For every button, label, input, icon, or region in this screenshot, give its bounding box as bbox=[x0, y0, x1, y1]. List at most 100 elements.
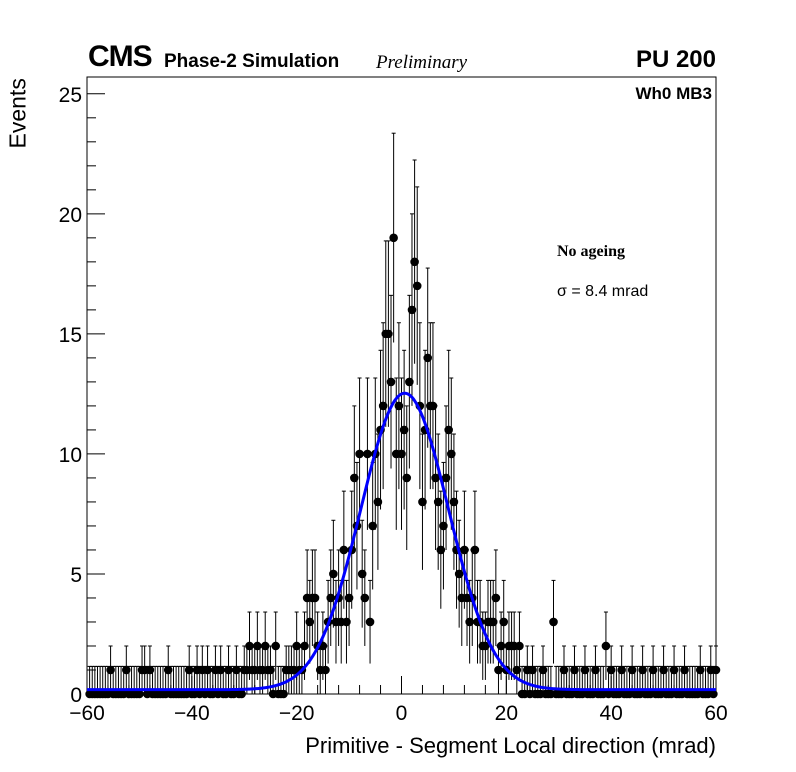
data-point bbox=[711, 665, 721, 675]
preliminary-label: Preliminary bbox=[376, 52, 468, 73]
data-point bbox=[184, 665, 194, 675]
data-point bbox=[433, 497, 443, 507]
x-tick-label: 20 bbox=[495, 702, 518, 725]
data-point bbox=[638, 665, 647, 675]
data-point bbox=[669, 665, 679, 675]
data-point bbox=[321, 665, 330, 675]
data-point bbox=[384, 329, 393, 339]
data-point bbox=[163, 665, 173, 675]
data-point bbox=[373, 497, 383, 507]
data-point bbox=[271, 641, 281, 651]
data-point bbox=[397, 449, 406, 459]
data-point bbox=[418, 497, 427, 507]
x-tick-label: 40 bbox=[599, 702, 622, 725]
data-point bbox=[203, 665, 212, 675]
data-point bbox=[216, 665, 225, 675]
data-point bbox=[260, 641, 270, 651]
data-point bbox=[528, 665, 537, 675]
data-point bbox=[491, 593, 501, 603]
data-point bbox=[423, 353, 433, 363]
data-points bbox=[85, 233, 721, 699]
data-point bbox=[412, 281, 422, 291]
y-tick-label: 25 bbox=[59, 84, 82, 107]
data-point bbox=[405, 377, 414, 387]
data-point bbox=[365, 617, 375, 627]
simulation-label: Phase-2 Simulation bbox=[164, 51, 340, 72]
data-point bbox=[570, 665, 579, 675]
data-point bbox=[499, 617, 509, 627]
data-point bbox=[515, 641, 524, 651]
data-point bbox=[695, 665, 705, 675]
data-point bbox=[253, 641, 262, 651]
y-tick-label: 10 bbox=[59, 444, 82, 467]
data-point bbox=[410, 257, 419, 267]
data-point bbox=[601, 641, 611, 651]
data-point bbox=[488, 617, 498, 627]
data-point bbox=[329, 569, 338, 579]
x-tick-label: −60 bbox=[69, 702, 105, 725]
data-point bbox=[232, 665, 241, 675]
data-point bbox=[444, 425, 453, 435]
x-tick-label: −20 bbox=[279, 702, 315, 725]
data-point bbox=[428, 401, 438, 411]
fit-curve bbox=[87, 391, 716, 692]
data-point bbox=[145, 665, 155, 675]
data-point bbox=[363, 449, 372, 459]
data-point bbox=[436, 545, 446, 555]
x-axis-label: Primitive - Segment Local direction (mra… bbox=[305, 733, 716, 758]
y-tick-label: 5 bbox=[70, 564, 82, 587]
data-point bbox=[355, 449, 364, 459]
data-point bbox=[135, 689, 144, 699]
y-tick-labels: 0 5 10 15 20 25 bbox=[59, 84, 82, 707]
data-point bbox=[580, 665, 590, 675]
x-tick-labels: −60 −40 −20 0 20 40 60 bbox=[69, 702, 727, 725]
data-point bbox=[245, 641, 254, 651]
data-point bbox=[538, 665, 548, 675]
data-point bbox=[446, 449, 456, 459]
data-point bbox=[709, 689, 718, 699]
y-tick-label: 20 bbox=[59, 204, 82, 227]
data-point bbox=[512, 665, 522, 675]
data-point bbox=[122, 665, 131, 675]
data-point bbox=[300, 641, 309, 651]
data-point bbox=[617, 665, 626, 675]
resolution-annotation: σ = 8.4 mrad bbox=[557, 283, 648, 301]
data-point bbox=[496, 641, 506, 651]
data-point bbox=[342, 617, 351, 627]
data-point bbox=[310, 593, 320, 603]
data-point bbox=[399, 425, 409, 435]
data-point bbox=[481, 641, 490, 651]
y-axis-label: Events bbox=[4, 78, 31, 149]
resolution-value: = 8.4 mrad bbox=[566, 283, 649, 300]
data-point bbox=[305, 617, 315, 627]
data-point bbox=[389, 233, 398, 243]
data-point bbox=[386, 377, 396, 387]
data-point bbox=[357, 569, 367, 579]
data-point bbox=[279, 689, 288, 699]
error-bars bbox=[87, 132, 718, 694]
sigma-symbol: σ bbox=[557, 283, 567, 300]
data-point bbox=[407, 305, 417, 315]
data-point bbox=[606, 665, 616, 675]
data-point bbox=[549, 617, 558, 627]
data-point bbox=[402, 473, 412, 483]
y-tick-label: 0 bbox=[70, 684, 82, 707]
data-point bbox=[559, 665, 569, 675]
data-point bbox=[591, 665, 600, 675]
data-point bbox=[454, 569, 464, 579]
data-point bbox=[378, 401, 388, 411]
data-point bbox=[648, 665, 658, 675]
data-point bbox=[394, 401, 404, 411]
data-point bbox=[441, 473, 451, 483]
data-point bbox=[266, 665, 275, 675]
data-point bbox=[431, 473, 440, 483]
ageing-condition: No ageing bbox=[557, 243, 625, 260]
data-point bbox=[680, 665, 689, 675]
data-point bbox=[106, 665, 115, 675]
data-point bbox=[439, 521, 448, 531]
data-point bbox=[368, 521, 377, 531]
data-point bbox=[350, 473, 359, 483]
region-label: Wh0 MB3 bbox=[635, 84, 713, 103]
data-point bbox=[344, 593, 354, 603]
